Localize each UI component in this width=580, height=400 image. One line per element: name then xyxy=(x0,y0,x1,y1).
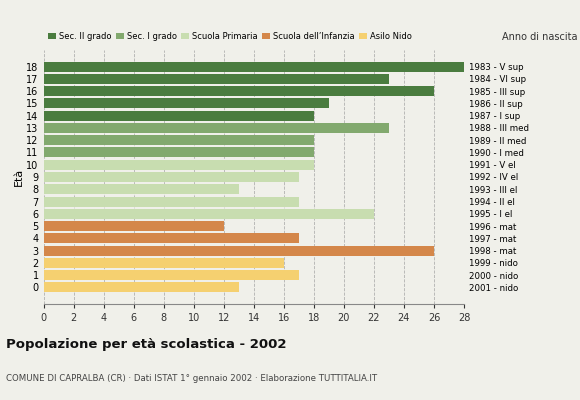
Bar xyxy=(44,86,434,96)
Bar xyxy=(44,209,374,219)
Bar xyxy=(44,221,224,231)
Bar xyxy=(44,74,389,84)
Bar xyxy=(44,184,239,194)
Text: COMUNE DI CAPRALBA (CR) · Dati ISTAT 1° gennaio 2002 · Elaborazione TUTTITALIA.I: COMUNE DI CAPRALBA (CR) · Dati ISTAT 1° … xyxy=(6,374,377,383)
Bar xyxy=(44,135,314,145)
Bar xyxy=(44,282,239,292)
Bar xyxy=(44,196,299,206)
Y-axis label: Età: Età xyxy=(13,168,23,186)
Bar xyxy=(44,246,434,256)
Text: Popolazione per età scolastica - 2002: Popolazione per età scolastica - 2002 xyxy=(6,338,287,351)
Bar xyxy=(44,172,299,182)
Bar xyxy=(44,62,464,72)
Bar xyxy=(44,258,284,268)
Bar xyxy=(44,233,299,243)
Bar xyxy=(44,148,314,158)
Bar xyxy=(44,98,329,108)
Bar xyxy=(44,270,299,280)
Legend: Sec. II grado, Sec. I grado, Scuola Primaria, Scuola dell’Infanzia, Asilo Nido: Sec. II grado, Sec. I grado, Scuola Prim… xyxy=(48,32,412,41)
Text: Anno di nascita: Anno di nascita xyxy=(502,32,577,42)
Bar xyxy=(44,160,314,170)
Bar xyxy=(44,123,389,133)
Bar xyxy=(44,111,314,121)
